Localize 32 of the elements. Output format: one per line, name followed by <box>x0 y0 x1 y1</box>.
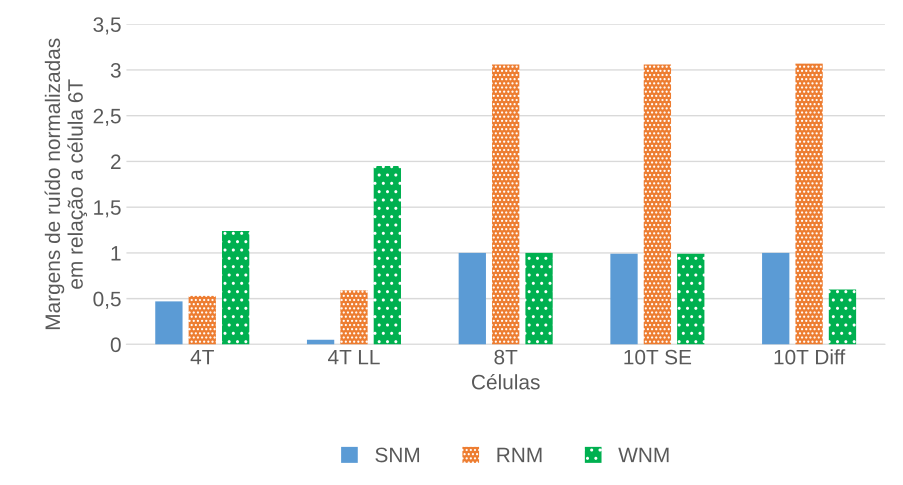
legend-label: RNM <box>497 448 542 462</box>
bar <box>525 252 553 344</box>
x-tick-label: 10T SE <box>624 350 692 365</box>
bar <box>828 289 856 344</box>
x-tick-label: 10T Diff <box>774 349 846 365</box>
x-axis-title: Células <box>472 374 540 390</box>
legend-label: WNM <box>618 448 669 462</box>
y-tick-label: 3 <box>110 62 121 78</box>
bar <box>458 252 486 344</box>
bar <box>188 296 216 344</box>
y-tick-label: 0,5 <box>93 292 121 309</box>
bar <box>610 254 638 344</box>
x-tick-label: 4T LL <box>328 350 380 364</box>
x-tick-label: 4T <box>190 350 214 364</box>
bar <box>795 64 823 344</box>
y-tick-label: 0 <box>110 337 121 352</box>
bar <box>677 254 704 344</box>
bar <box>492 64 520 344</box>
x-tick-label: 8T <box>494 350 518 365</box>
legend-label: SNM <box>375 448 420 462</box>
bar <box>155 301 183 344</box>
y-tick-label: 1 <box>112 246 121 260</box>
bar <box>222 230 250 344</box>
bar <box>644 64 672 344</box>
bar <box>340 290 368 344</box>
y-tick-label: 1,5 <box>94 200 121 218</box>
y-tick-label: 2,5 <box>94 108 121 126</box>
bar <box>762 252 790 344</box>
bar <box>374 166 402 344</box>
y-tick-label: 2 <box>111 154 121 169</box>
y-tick-label: 3,5 <box>93 17 121 34</box>
y-axis-title: Margens de ruído normalizadas em relação a célula 6T <box>44 38 88 330</box>
